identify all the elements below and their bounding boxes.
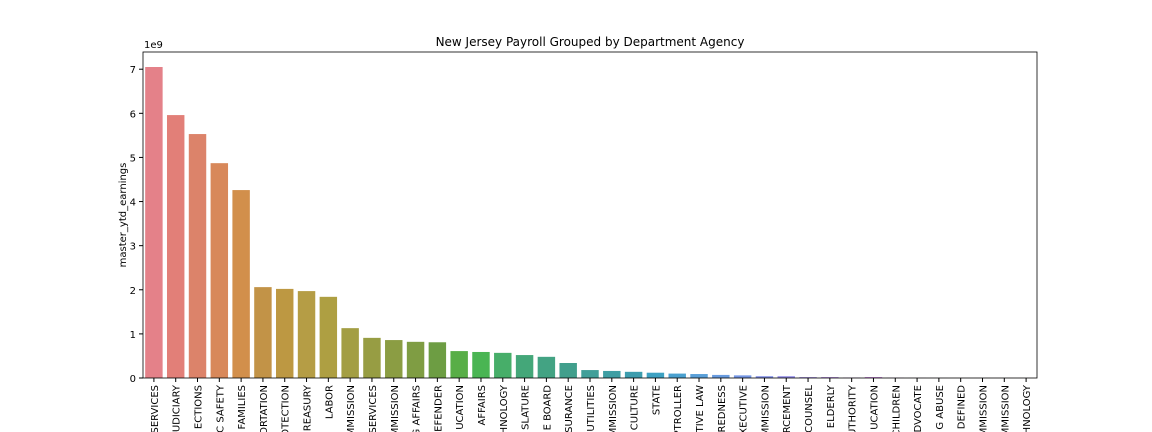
x-tick-label: MMISSION xyxy=(390,385,401,432)
bar xyxy=(363,337,381,378)
x-tick-label: G AFFAIRS xyxy=(412,385,423,432)
x-tick-label: LABOR xyxy=(324,385,335,419)
x-tick-label: AFFAIRS xyxy=(477,385,488,426)
bar xyxy=(668,373,686,378)
x-tick-label: HNOLOGY xyxy=(499,384,510,432)
y-axis-label: master_ytd_earnings xyxy=(118,163,129,268)
x-tick-label: SERVICES xyxy=(150,385,161,432)
bar xyxy=(559,363,577,378)
bar xyxy=(581,370,599,378)
bar xyxy=(733,375,752,378)
bar xyxy=(145,66,163,378)
x-tick-label: ORTATION xyxy=(259,385,270,432)
y-tick-label: 6 xyxy=(130,109,136,120)
y-tick-label: 1 xyxy=(130,330,136,341)
x-tick-label: HNOLOGY xyxy=(1022,384,1033,432)
x-tick-label: UTHORITY xyxy=(848,384,859,432)
bar xyxy=(821,377,839,378)
x-tick-label: REASURY xyxy=(303,384,314,431)
y-tick-label: 0 xyxy=(130,374,136,385)
y-tick-label: 7 xyxy=(130,65,136,76)
x-tick-label: MMISSION xyxy=(1000,385,1011,432)
x-tick-label: SURANCE xyxy=(564,385,575,432)
bar xyxy=(799,377,817,378)
bar xyxy=(712,374,730,378)
x-tick-label: G ABUSE xyxy=(935,385,946,430)
bar xyxy=(450,351,468,378)
x-tick-label: STATE xyxy=(651,385,662,415)
x-tick-label: UCATION xyxy=(869,385,880,430)
chart-title: New Jersey Payroll Grouped by Department… xyxy=(436,35,745,49)
bar xyxy=(232,190,250,378)
bar xyxy=(603,370,621,378)
bar xyxy=(406,341,425,378)
x-tick-label: XECUTIVE xyxy=(739,385,750,432)
x-tick-label: OTECTION xyxy=(281,385,292,432)
bar xyxy=(515,355,534,378)
x-tick-label: UCATION xyxy=(455,385,466,430)
x-tick-label: C SAFETY xyxy=(215,384,226,432)
y-offset-label: 1e9 xyxy=(144,40,163,51)
bar xyxy=(319,296,338,378)
plot-frame xyxy=(142,51,1038,379)
y-tick-label: 4 xyxy=(130,198,136,209)
x-tick-label: E BOARD xyxy=(542,385,553,431)
bar xyxy=(166,115,185,378)
bar xyxy=(472,351,490,378)
x-tick-label: DVOCATE xyxy=(913,385,924,432)
bar xyxy=(297,291,316,378)
bar xyxy=(428,342,447,378)
bar xyxy=(690,374,708,378)
x-tick-label: RCEMENT xyxy=(782,384,793,432)
bar xyxy=(864,377,883,378)
bar xyxy=(624,371,643,378)
x-tick-label: COUNSEL xyxy=(804,385,815,432)
bar xyxy=(276,288,294,378)
x-tick-label: CHILDREN xyxy=(891,385,902,432)
x-tick-label: MMISSION xyxy=(760,385,771,432)
x-tick-label: MMISSION xyxy=(608,385,619,432)
x-tick-label: MMISSION xyxy=(346,385,357,432)
y-tick-label: 3 xyxy=(130,242,136,253)
bar xyxy=(254,287,272,378)
x-tick-label: UTILITIES xyxy=(586,385,597,432)
bar xyxy=(188,134,207,378)
bar xyxy=(777,376,795,378)
x-tick-label: FAMILIES xyxy=(237,385,248,429)
x-tick-label: CULTURE xyxy=(630,385,641,430)
bar xyxy=(210,163,229,378)
bar xyxy=(385,340,403,378)
y-tick-label: 5 xyxy=(130,153,136,164)
x-tick-label: ELDERLY xyxy=(826,384,837,428)
x-tick-label: MMISSION xyxy=(978,385,989,432)
x-tick-label: TIVE LAW xyxy=(695,385,706,432)
x-tick-label: SERVICES xyxy=(368,385,379,432)
y-tick-label: 2 xyxy=(130,286,136,297)
x-tick-label: REDNESS xyxy=(717,385,728,432)
x-tick-label: UDICIARY xyxy=(172,384,183,432)
x-tick-label: SLATURE xyxy=(521,385,532,430)
x-tick-label: PTROLLER xyxy=(673,385,684,432)
x-tick-label: ECTIONS xyxy=(194,385,205,429)
x-tick-label: EFENDER xyxy=(433,385,444,432)
bar xyxy=(341,328,359,378)
bar xyxy=(755,376,774,378)
x-tick-label: DEFINED xyxy=(957,385,968,430)
bar xyxy=(494,352,512,378)
bar xyxy=(537,356,556,378)
bar xyxy=(646,372,665,378)
